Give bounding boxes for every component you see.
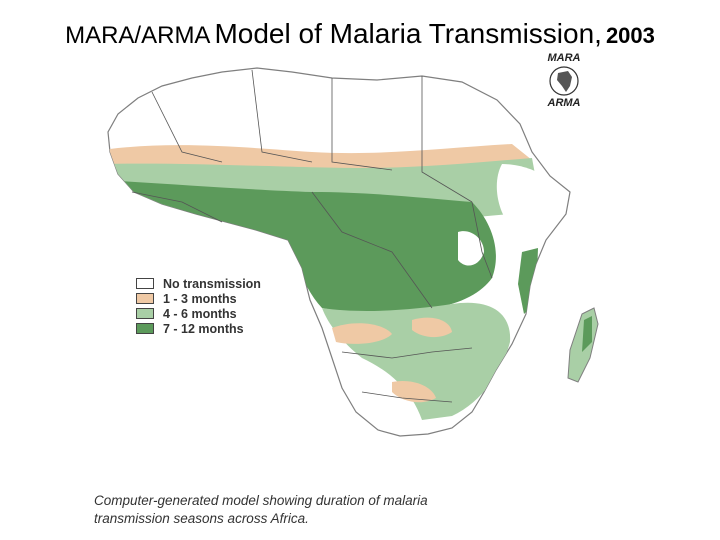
caption-line-2: transmission seasons across Africa. xyxy=(94,511,309,526)
legend-label: 4 - 6 months xyxy=(163,306,237,321)
madagascar-core xyxy=(582,316,592,352)
legend-label: No transmission xyxy=(163,276,261,291)
zone-7-12-core xyxy=(108,180,496,312)
legend-swatch-1-3 xyxy=(136,293,154,304)
zone-1-3-sahel xyxy=(108,144,532,170)
map-legend: No transmission 1 - 3 months 4 - 6 month… xyxy=(136,276,261,336)
country-borders xyxy=(131,69,493,403)
legend-item: 7 - 12 months xyxy=(136,321,261,336)
zone-1-3-south-c xyxy=(392,380,436,403)
legend-label: 1 - 3 months xyxy=(163,291,237,306)
mara-arma-logo: MARA ARMA xyxy=(536,52,592,110)
legend-label: 7 - 12 months xyxy=(163,321,244,336)
legend-item: No transmission xyxy=(136,276,261,291)
legend-swatch-7-12 xyxy=(136,323,154,334)
legend-swatch-4-6 xyxy=(136,308,154,319)
legend-swatch-none xyxy=(136,278,154,289)
title-acronym: MARA/ARMA xyxy=(65,22,211,49)
title-year: 2003 xyxy=(605,23,655,48)
africa-map-graphic xyxy=(107,67,599,437)
logo-bottom-text: ARMA xyxy=(547,97,581,109)
caption-line-1: Computer-generated model showing duratio… xyxy=(94,493,428,508)
title-main: Model of Malaria Transmission, xyxy=(214,18,602,49)
map-caption: Computer-generated model showing duratio… xyxy=(94,492,554,528)
zone-1-3-south-a xyxy=(332,323,392,344)
logo-top-text: MARA xyxy=(547,52,581,64)
zone-none-horn xyxy=(496,164,566,229)
africa-map: MARA ARMA No transmission 1 - 3 months 4… xyxy=(92,52,622,534)
zone-1-3-south-b xyxy=(412,317,452,338)
legend-item: 1 - 3 months xyxy=(136,291,261,306)
legend-item: 4 - 6 months xyxy=(136,306,261,321)
page-title: MARA/ARMA Model of Malaria Transmission,… xyxy=(0,18,720,50)
zone-none-east-highlands xyxy=(458,231,484,266)
africa-globe-icon xyxy=(549,66,579,96)
